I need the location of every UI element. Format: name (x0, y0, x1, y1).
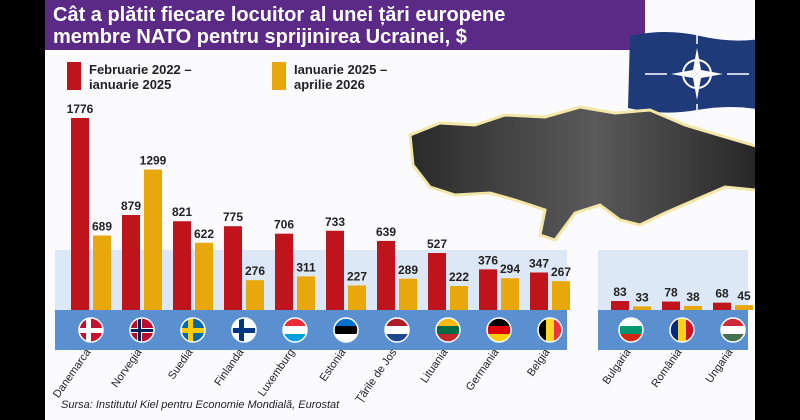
legend-swatch-red (67, 62, 81, 90)
legend-swatch-yellow (272, 62, 286, 90)
value-label-yellow: 289 (398, 263, 418, 277)
value-label-red: 1776 (67, 102, 94, 116)
flag-bulgaria-icon (618, 317, 644, 343)
value-label-yellow: 622 (194, 227, 214, 241)
bar-red-hungary (713, 302, 731, 310)
flag-germany-icon (486, 317, 512, 343)
country-label: Belgia (525, 346, 553, 379)
legend-label-1b: ianuarie 2025 (89, 77, 172, 92)
flag-denmark-icon (78, 317, 104, 343)
chart-title: Cât a plătit fiecare locuitor al unei ță… (45, 0, 645, 50)
bar-red-lithuania (428, 253, 446, 310)
value-label-red: 68 (715, 287, 729, 301)
value-label-yellow: 227 (347, 269, 367, 283)
bar-red-germany (479, 269, 497, 310)
value-label-red: 78 (664, 286, 678, 300)
bar-red-luxembourg (275, 233, 293, 310)
flag-netherlands-icon (384, 317, 410, 343)
flag-sweden-icon (180, 317, 206, 343)
ukraine-map-icon (408, 105, 755, 242)
value-label-red: 821 (172, 205, 192, 219)
bar-red-norway (122, 214, 140, 310)
value-label-yellow: 45 (737, 289, 751, 303)
country-label: Țările de Jos (354, 346, 400, 405)
flag-lithuania-icon (435, 317, 461, 343)
bar-yellow-sweden (195, 242, 213, 310)
bar-red-belgium (530, 272, 548, 310)
value-label-yellow: 276 (245, 264, 265, 278)
bar-yellow-lithuania (450, 286, 468, 310)
value-label-yellow: 294 (500, 262, 520, 276)
source-note: Sursa: Institutul Kiel pentru Economie M… (61, 399, 340, 411)
value-label-red: 376 (478, 253, 498, 267)
country-label: Bulgaria (600, 346, 633, 387)
legend-label-2b: aprilie 2026 (294, 77, 365, 92)
flag-hungary-icon (720, 317, 746, 343)
country-label: Lituania (419, 346, 451, 385)
flag-belgium-icon (537, 317, 563, 343)
value-label-yellow: 1299 (140, 154, 167, 168)
infographic-panel: Cât a plătit fiecare locuitor al unei ță… (45, 0, 755, 420)
value-label-red: 879 (121, 199, 141, 213)
nato-flag-icon (628, 32, 755, 114)
bar-yellow-norway (144, 169, 162, 310)
flag-romania-icon (669, 317, 695, 343)
bar-yellow-germany (501, 278, 519, 310)
value-label-yellow: 222 (449, 270, 469, 284)
bar-yellow-belgium (552, 281, 570, 310)
bar-red-denmark (71, 118, 89, 310)
value-label-yellow: 38 (686, 290, 700, 304)
legend-label-1a: Februarie 2022 – (89, 62, 192, 77)
country-label: Luxemburg (256, 347, 297, 399)
bar-yellow-finland (246, 280, 264, 310)
bar-yellow-bulgaria (633, 306, 651, 310)
flag-luxembourg-icon (282, 317, 308, 343)
value-label-yellow: 311 (296, 260, 316, 274)
bar-red-netherlands (377, 240, 395, 310)
value-label-red: 706 (274, 218, 294, 232)
value-label-red: 733 (325, 215, 345, 229)
legend-item-1: Februarie 2022 – ianuarie 2025 (67, 62, 192, 92)
value-label-yellow: 33 (635, 290, 649, 304)
bar-red-estonia (326, 230, 344, 310)
bar-red-romania (662, 301, 680, 310)
flag-norway-icon (129, 317, 155, 343)
bar-yellow-luxembourg (297, 276, 315, 310)
bar-yellow-romania (684, 305, 702, 310)
country-label: Danemarca (51, 346, 94, 400)
country-label: România (649, 346, 685, 390)
country-label: Finlanda (212, 346, 247, 388)
title-line-1: Cât a plătit fiecare locuitor al unei ță… (53, 4, 506, 26)
value-label-red: 775 (223, 210, 243, 224)
country-label: Estonia (318, 346, 349, 384)
value-label-yellow: 267 (551, 265, 571, 279)
legend-label-2a: Ianuarie 2025 – (294, 62, 388, 77)
title-line-2: membre NATO pentru sprijinirea Ucrainei,… (53, 26, 467, 48)
country-label: Germania (464, 346, 502, 393)
value-label-red: 527 (427, 237, 447, 251)
flag-estonia-icon (333, 317, 359, 343)
value-label-yellow: 689 (92, 220, 112, 234)
bar-yellow-hungary (735, 305, 753, 310)
flag-finland-icon (231, 317, 257, 343)
bar-red-finland (224, 226, 242, 310)
bar-yellow-denmark (93, 235, 111, 310)
value-label-red: 347 (529, 256, 549, 270)
bar-red-sweden (173, 221, 191, 310)
legend-item-2: Ianuarie 2025 – aprilie 2026 (272, 62, 387, 92)
country-label: Suedia (166, 346, 196, 382)
bar-red-bulgaria (611, 301, 629, 310)
country-label: Norvegia (109, 346, 145, 390)
bar-yellow-estonia (348, 285, 366, 310)
column-band-bg (598, 250, 748, 310)
bar-yellow-netherlands (399, 278, 417, 310)
value-label-red: 83 (613, 285, 627, 299)
country-label: Ungaria (704, 346, 736, 385)
value-label-red: 639 (376, 225, 396, 239)
